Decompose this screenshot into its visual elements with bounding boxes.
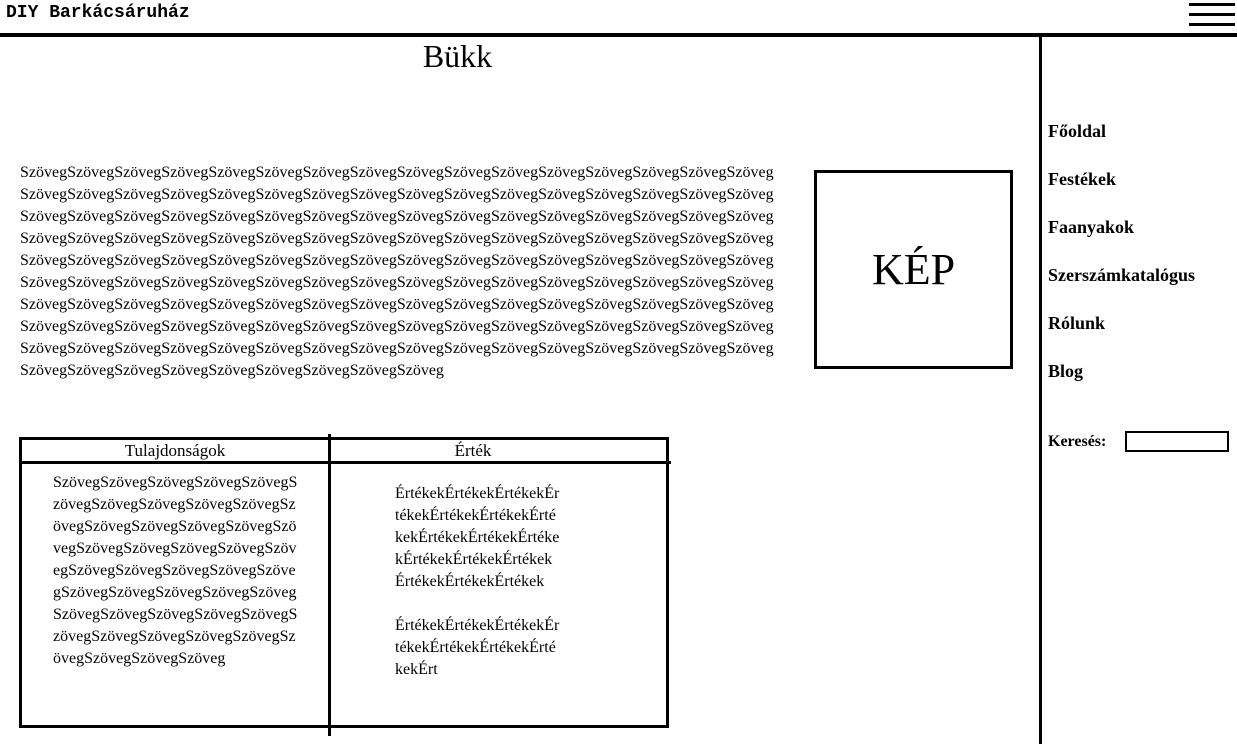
image-placeholder-label: KÉP bbox=[871, 245, 956, 294]
menu-bar bbox=[1189, 23, 1235, 26]
table-cell-values: ÉrtékekÉrtékekÉrtékekÉrtékekÉrtékekÉrték… bbox=[395, 483, 561, 703]
nav-item-blog[interactable]: Blog bbox=[1048, 361, 1084, 381]
value-paragraph: ÉrtékekÉrtékekÉrtékekÉrtékekÉrtékekÉrték… bbox=[395, 617, 560, 678]
menu-bar bbox=[1189, 3, 1235, 6]
body-text: SzövegSzövegSzövegSzövegSzövegSzövegSzöv… bbox=[20, 164, 774, 379]
search-label: Keresés: bbox=[1048, 433, 1107, 450]
nav-item-wood[interactable]: Faanyakok bbox=[1048, 217, 1135, 237]
table-header-value: Érték bbox=[454, 441, 492, 460]
header-divider bbox=[0, 33, 1237, 37]
table-cell-properties: SzövegSzövegSzövegSzövegSzövegSzövegSzöv… bbox=[53, 474, 298, 667]
value-paragraph: ÉrtékekÉrtékekÉrtékekÉrtékekÉrtékekÉrték… bbox=[395, 485, 560, 590]
search-input[interactable] bbox=[1125, 431, 1229, 452]
page-title: Bükk bbox=[422, 38, 493, 74]
sidebar-divider bbox=[1039, 36, 1042, 744]
nav-item-home[interactable]: Főoldal bbox=[1048, 121, 1107, 141]
properties-table bbox=[19, 437, 669, 728]
nav-item-tool-catalog[interactable]: Szerszámkatalógus bbox=[1048, 265, 1195, 285]
table-header-properties: Tulajdonságok bbox=[124, 441, 226, 460]
table-header-divider bbox=[19, 461, 671, 464]
table-column-divider bbox=[328, 434, 331, 736]
hamburger-menu-icon[interactable] bbox=[1187, 0, 1237, 30]
menu-bar bbox=[1189, 13, 1235, 16]
sidebar-nav: Főoldal Festékek Faanyakok Szerszámkatal… bbox=[1048, 118, 1233, 406]
nav-item-about[interactable]: Rólunk bbox=[1048, 313, 1106, 333]
image-placeholder: KÉP bbox=[814, 170, 1013, 369]
site-title: DIY Barkácsáruház bbox=[6, 3, 190, 23]
nav-item-paints[interactable]: Festékek bbox=[1048, 169, 1116, 189]
